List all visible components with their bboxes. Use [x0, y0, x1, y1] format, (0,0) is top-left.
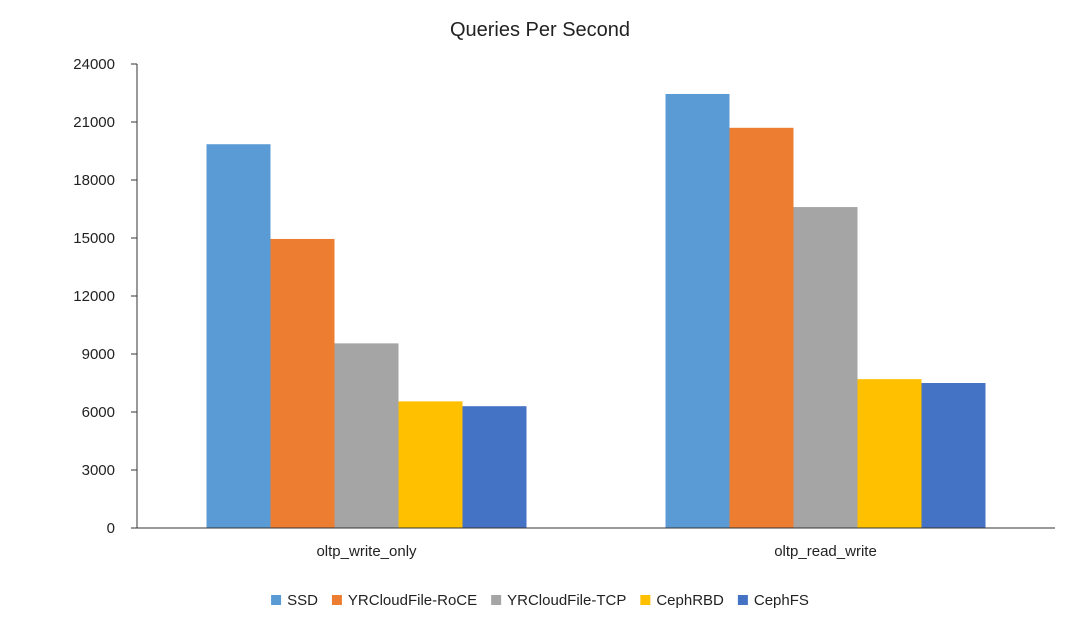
x-axis: oltp_write_only oltp_read_write [137, 527, 1055, 560]
legend-swatch [640, 595, 651, 605]
y-tick-label: 3000 [82, 462, 115, 479]
bar [665, 93, 730, 528]
y-tick-label: 15000 [73, 230, 115, 247]
legend-label: CephRBD [656, 592, 724, 609]
y-tick-label: 0 [107, 520, 115, 537]
y-tick-label: 12000 [73, 288, 115, 305]
bar [206, 144, 271, 528]
y-tick-label: 6000 [82, 404, 115, 421]
legend-item: YRCloudFile-TCP [491, 592, 626, 609]
chart-title: Queries Per Second [450, 19, 630, 41]
legend-label: YRCloudFile-RoCE [348, 592, 477, 609]
legend: SSD YRCloudFile-RoCE YRCloudFile-TCP CephRB… [271, 592, 809, 609]
y-axis: 0 3000 6000 9000 12000 15000 18000 21000 24000 [73, 56, 138, 537]
legend-swatch [331, 595, 342, 605]
legend-item: CephRBD [640, 592, 724, 609]
bar [793, 207, 858, 529]
legend-label: SSD [287, 592, 318, 609]
x-category-label: oltp_read_write [774, 543, 877, 560]
y-tick-label: 24000 [73, 56, 115, 73]
y-tick-label: 9000 [82, 346, 115, 363]
y-tick-label: 21000 [73, 114, 115, 131]
legend-item: CephFS [737, 592, 809, 609]
x-category-label: oltp_write_only [316, 543, 417, 560]
bar [270, 238, 335, 528]
bar [334, 343, 399, 528]
y-tick-label: 18000 [73, 172, 115, 189]
bar [857, 379, 922, 528]
legend-label: CephFS [754, 592, 809, 609]
legend-swatch [737, 595, 748, 605]
legend-item: YRCloudFile-RoCE [331, 592, 477, 609]
legend-swatch [491, 595, 502, 605]
bar [398, 401, 463, 528]
legend-label: YRCloudFile-TCP [507, 592, 626, 609]
bar [921, 383, 986, 528]
bars [206, 93, 986, 529]
legend-item: SSD [271, 592, 318, 609]
bar [729, 127, 794, 529]
bar [462, 406, 527, 528]
legend-swatch [271, 595, 282, 605]
